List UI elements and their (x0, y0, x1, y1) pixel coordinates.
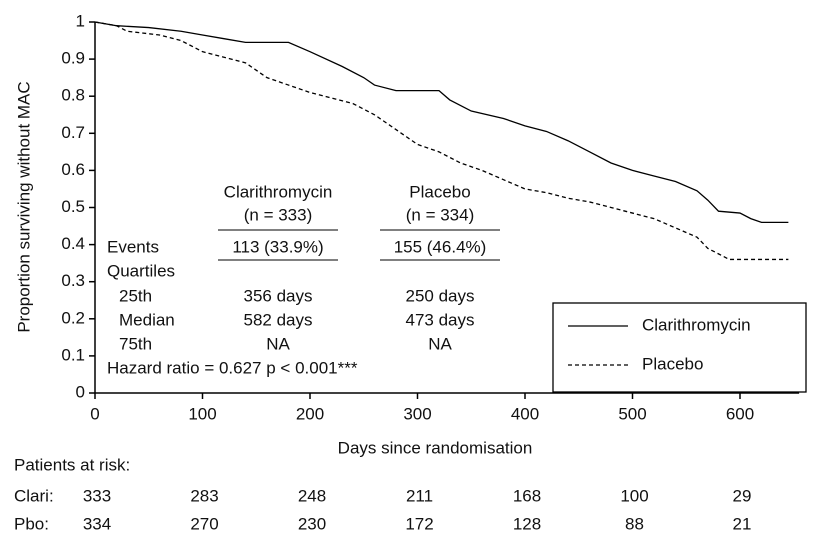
table-cell: NA (266, 334, 290, 353)
y-tick-label: 1 (76, 11, 85, 30)
risk-value: 211 (406, 486, 433, 505)
table-cell: 113 (33.9%) (232, 237, 323, 256)
table-cell: 250 days (406, 286, 475, 305)
x-tick-label: 100 (188, 404, 216, 423)
table-footer: Hazard ratio = 0.627 p < 0.001*** (107, 358, 358, 377)
risk-value: 230 (298, 514, 326, 533)
table-subheader: (n = 334) (406, 205, 475, 224)
y-tick-label: 0.2 (61, 308, 85, 327)
survival-curve (94, 21, 789, 223)
x-tick-label: 200 (296, 404, 324, 423)
y-tick-label: 0.9 (61, 49, 85, 68)
y-tick-label: 0.3 (61, 271, 85, 290)
risk-title: Patients at risk: (14, 455, 130, 474)
table-row-label: Events (107, 237, 159, 256)
table-cell: 582 days (244, 310, 313, 329)
risk-label: Pbo: (14, 514, 49, 533)
risk-label: Clari: (14, 486, 54, 505)
legend-label: Placebo (642, 354, 703, 373)
table-cell: 356 days (244, 286, 313, 305)
y-tick-label: 0.8 (61, 86, 85, 105)
table-row-label: Quartiles (107, 261, 175, 280)
y-tick-label: 0 (76, 382, 85, 401)
x-tick-label: 400 (511, 404, 539, 423)
legend-box (552, 302, 807, 393)
risk-value: 283 (190, 486, 218, 505)
table-row-label: Median (119, 310, 175, 329)
y-tick-label: 0.6 (61, 160, 85, 179)
risk-value: 333 (83, 486, 111, 505)
table-subheader: (n = 333) (244, 205, 313, 224)
y-tick-label: 0.4 (61, 234, 85, 253)
risk-value: 168 (513, 486, 541, 505)
risk-value: 334 (83, 514, 111, 533)
x-axis-label: Days since randomisation (338, 438, 533, 457)
risk-value: 88 (625, 514, 644, 533)
y-tick-label: 0.7 (61, 123, 85, 142)
table-header: Placebo (409, 182, 470, 201)
y-tick-label: 0.1 (61, 345, 85, 364)
y-tick-label: 0.5 (61, 197, 85, 216)
table-row-label: 25th (119, 286, 152, 305)
x-tick-label: 600 (726, 404, 754, 423)
table-row-label: 75th (119, 334, 152, 353)
table-header: Clarithromycin (224, 182, 333, 201)
y-axis-label: Proportion surviving without MAC (14, 81, 33, 332)
table-cell: 155 (46.4%) (394, 237, 487, 256)
risk-value: 128 (513, 514, 541, 533)
legend-label: Clarithromycin (642, 315, 751, 334)
risk-value: 172 (405, 514, 433, 533)
risk-value: 100 (620, 486, 648, 505)
risk-value: 21 (733, 514, 752, 533)
x-tick-label: 300 (403, 404, 431, 423)
survival-curve (94, 21, 789, 261)
table-cell: NA (428, 334, 452, 353)
x-tick-label: 500 (618, 404, 646, 423)
risk-value: 29 (733, 486, 752, 505)
x-tick-label: 0 (90, 404, 99, 423)
table-cell: 473 days (406, 310, 475, 329)
risk-value: 270 (190, 514, 218, 533)
risk-value: 248 (298, 486, 326, 505)
